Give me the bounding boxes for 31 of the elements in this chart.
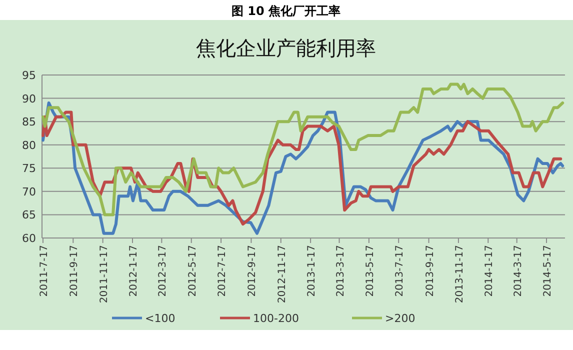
- y-tick-label: 95: [22, 69, 36, 82]
- x-tick-label: 2012-5-17: [187, 245, 198, 297]
- y-tick-label: 80: [22, 138, 36, 152]
- chart-title: 图 10 焦化厂开工率: [231, 4, 341, 18]
- legend-label: <100: [145, 312, 176, 325]
- legend-label: 100-200: [253, 312, 299, 325]
- x-tick-label: 2013-7-17: [394, 245, 406, 297]
- x-tick-label: 2011-7-17: [38, 245, 50, 297]
- y-tick-label: 60: [22, 232, 36, 245]
- x-tick-label: 2011-9-17: [69, 245, 80, 297]
- x-tick-label: 2014-3-17: [512, 245, 524, 297]
- x-tick-label: 2013-1-17: [306, 245, 318, 297]
- y-tick-label: 75: [22, 162, 36, 176]
- x-tick-label: 2014-1-17: [484, 245, 496, 297]
- y-tick-label: 90: [22, 92, 36, 106]
- x-tick-label: 2013-9-17: [424, 245, 436, 297]
- y-tick-label: 70: [22, 185, 36, 198]
- x-tick-label: 2012-3-17: [158, 245, 169, 297]
- y-tick-label: 85: [22, 116, 36, 129]
- legend-label: >200: [385, 312, 416, 325]
- x-tick-label: 2014-5-17: [542, 245, 554, 297]
- chart-subtitle: 焦化企业产能利用率: [196, 36, 376, 60]
- x-tick-label: 2011-11-17: [98, 245, 110, 304]
- x-tick-label: 2013-3-17: [335, 245, 346, 297]
- x-tick-label: 2012-7-17: [217, 245, 228, 297]
- x-tick-label: 2013-11-17: [454, 245, 466, 304]
- y-tick-label: 65: [22, 208, 36, 222]
- x-tick-label: 2012-1-17: [128, 245, 140, 297]
- x-tick-label: 2013-5-17: [364, 245, 376, 297]
- x-tick-label: 2012-11-17: [276, 245, 288, 304]
- x-tick-label: 2012-9-17: [247, 245, 258, 297]
